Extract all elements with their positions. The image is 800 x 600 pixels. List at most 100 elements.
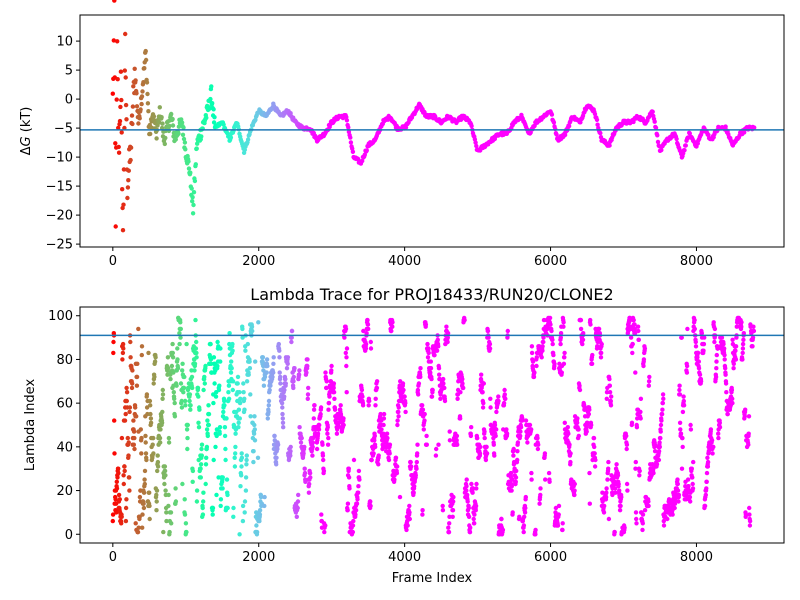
lambda-point [331,381,337,386]
lambda-point [336,425,341,430]
lambda-point [481,381,486,386]
lambda-point [729,387,735,393]
lambda-point [740,350,745,356]
lambda-point [282,387,287,393]
delta-g-point [188,170,193,175]
lambda-point [360,394,365,399]
lambda-point [122,418,128,423]
lambda-point [652,449,658,454]
lambda-point [695,355,700,360]
lambda-point [331,385,336,391]
lambda-point [175,346,180,351]
delta-g-point [144,80,150,85]
lambda-point [629,420,635,425]
lambda-point [178,335,183,340]
lambda-point [257,508,263,513]
delta-g-point [114,97,119,102]
lambda-point [123,518,129,524]
lambda-point [540,344,545,349]
lambda-point [661,518,666,524]
lambda-point [387,442,393,447]
lambda-point [332,396,337,401]
lambda-point [120,341,126,347]
lambda-point [123,505,129,511]
lambda-point [496,398,501,404]
lambda-point [135,529,141,535]
lambda-point [237,390,242,395]
delta-g-point [120,205,125,211]
lambda-point [473,503,479,509]
lambda-point [558,331,564,336]
lambda-point [355,497,360,502]
lambda-point [302,444,307,450]
lambda-point [127,475,132,480]
y-tick-label: 5 [65,64,73,79]
delta-g-point [116,144,121,150]
lambda-point [215,363,220,369]
lambda-point [454,433,460,439]
lambda-point [279,400,285,406]
delta-g-x-ticks: 0 2000 4000 6000 8000 [109,247,713,269]
delta-g-point [112,0,117,3]
lambda-point [533,532,538,537]
lambda-point [291,385,296,391]
lambda-point [514,468,519,474]
lambda-point [134,374,140,380]
lambda-point [603,494,609,500]
delta-g-point [140,89,145,94]
lambda-point [192,361,198,366]
lambda-point [415,451,420,456]
lambda-point [739,324,744,329]
lambda-point [372,438,377,443]
lambda-point [172,396,177,401]
lambda-point [143,451,149,456]
lambda-point [704,486,709,491]
lambda-point [226,390,231,395]
lambda-point [656,449,662,454]
lambda-point [216,387,222,393]
lambda-x-axis-label: Frame Index [392,571,473,586]
lambda-point [236,425,241,430]
lambda-point [523,494,528,500]
lambda-point [344,390,349,395]
lambda-point [640,521,645,526]
lambda-point [252,422,257,428]
delta-g-point [191,202,196,208]
lambda-point [329,363,334,369]
lambda-point [642,508,648,513]
lambda-point [670,512,675,517]
lambda-point [210,505,216,511]
lambda-point [258,494,264,500]
lambda-point [280,411,285,417]
lambda-point [368,499,373,504]
lambda-point [672,501,678,506]
lambda-point [288,449,293,454]
lambda-point [297,425,302,430]
lambda-point [251,431,257,436]
lambda-point [124,385,129,391]
lambda-point [389,328,394,334]
lambda-point [217,431,222,436]
lambda-point [688,499,693,504]
lambda-point [730,396,735,401]
lambda-point [231,505,236,511]
x-tick-label: 6000 [534,550,567,565]
lambda-point [162,464,168,469]
lambda-point [150,442,155,447]
lambda-point [424,433,429,439]
lambda-point [257,518,262,524]
lambda-point [253,359,258,364]
y-tick-label: 100 [48,309,73,324]
lambda-point [396,409,401,415]
lambda-point [698,379,704,384]
delta-g-point [131,84,136,89]
lambda-point [468,433,474,439]
delta-g-point [211,120,217,125]
lambda-point [420,512,425,517]
delta-g-point [473,140,478,145]
lambda-point [133,521,138,526]
lambda-point [298,440,304,445]
lambda-point [116,492,122,498]
delta-g-point [181,136,187,142]
lambda-point [371,451,376,456]
